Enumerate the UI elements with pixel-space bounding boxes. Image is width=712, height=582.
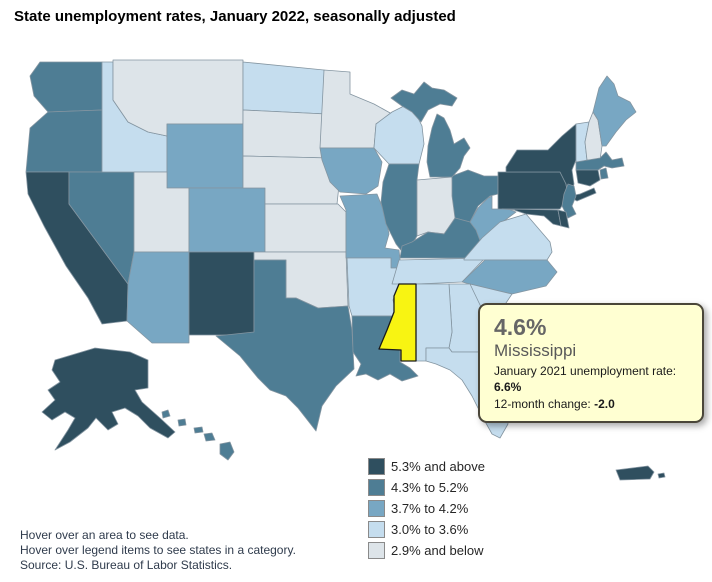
state-ND[interactable] [242,61,327,115]
footer-hint-legend: Hover over legend items to see states in… [20,543,296,558]
legend-item-5[interactable]: 2.9% and below [368,540,485,561]
legend-swatch-cat5 [368,542,385,559]
legend: 5.3% and above 4.3% to 5.2% 3.7% to 4.2%… [368,456,485,561]
state-CT[interactable] [575,169,601,187]
state-WA[interactable] [29,61,103,113]
legend-label: 2.9% and below [391,543,484,558]
footer-source: Source: U.S. Bureau of Labor Statistics. [20,558,233,573]
state-WY[interactable] [166,123,244,189]
legend-label: 5.3% and above [391,459,485,474]
state-DE[interactable] [557,209,570,229]
hover-tooltip: 4.6% Mississippi January 2021 unemployme… [478,303,704,424]
page-title: State unemployment rates, January 2022, … [14,8,456,25]
state-KS[interactable] [264,203,347,253]
legend-item-3[interactable]: 3.7% to 4.2% [368,498,485,519]
state-OR[interactable] [25,109,103,173]
state-MS[interactable] [378,283,417,362]
legend-item-2[interactable]: 4.3% to 5.2% [368,477,485,498]
state-OH[interactable] [451,169,499,223]
state-IA[interactable] [319,147,383,195]
state-SD[interactable] [242,109,331,159]
state-AK[interactable] [41,347,176,451]
state-NM[interactable] [188,251,255,336]
state-MI[interactable] [390,81,471,178]
state-WI[interactable] [373,105,425,165]
map-states [25,59,666,481]
legend-item-1[interactable]: 5.3% and above [368,456,485,477]
tooltip-rate: 4.6% [494,314,547,340]
legend-swatch-cat3 [368,500,385,517]
state-NC[interactable] [461,259,558,295]
footer-notes: Hover over an area to see data. Hover ov… [20,528,296,573]
tooltip-change: 12-month change: -2.0 [494,396,615,411]
state-CO[interactable] [188,187,266,253]
legend-swatch-cat2 [368,479,385,496]
tooltip-state-name: Mississippi [494,341,577,361]
state-ME[interactable] [592,75,637,147]
legend-swatch-cat1 [368,458,385,475]
legend-item-4[interactable]: 3.0% to 3.6% [368,519,485,540]
state-HI[interactable] [161,409,235,461]
legend-label: 3.0% to 3.6% [391,522,469,537]
state-PR[interactable] [615,465,666,481]
legend-label: 4.3% to 5.2% [391,480,469,495]
legend-label: 3.7% to 4.2% [391,501,469,516]
legend-swatch-cat4 [368,521,385,538]
state-AZ[interactable] [126,251,190,344]
state-RI[interactable] [599,167,609,180]
state-NJ[interactable] [561,183,577,219]
footer-hint-area: Hover over an area to see data. [20,528,189,542]
tooltip-prev-rate: January 2021 unemployment rate: 6.6% [494,363,677,394]
state-PA[interactable] [497,171,569,210]
state-TX[interactable] [215,259,355,432]
